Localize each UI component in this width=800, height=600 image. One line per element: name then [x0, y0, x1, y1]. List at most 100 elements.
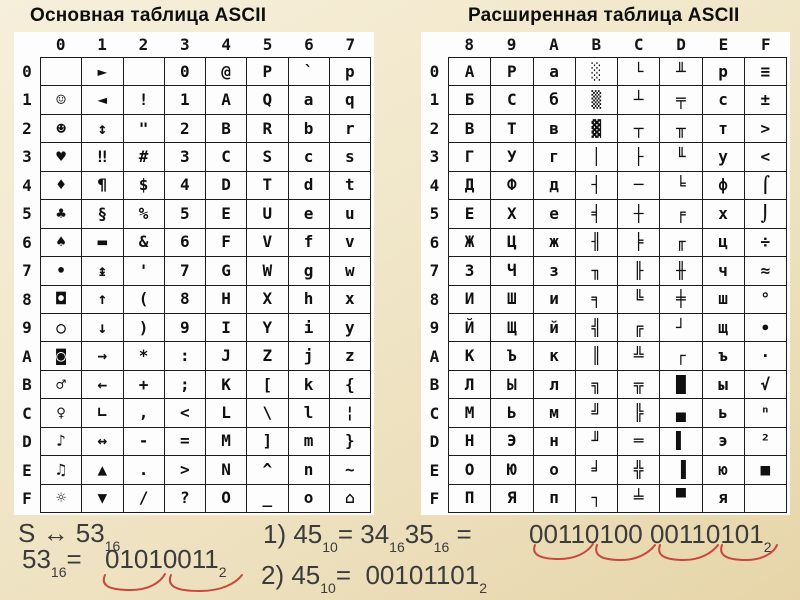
char-cell: ○ — [41, 313, 83, 343]
subscript: 10 — [322, 539, 338, 555]
formula-text: = 00101101 — [335, 560, 480, 590]
char-cell: З — [449, 257, 492, 286]
row-header: 6 — [22, 232, 32, 252]
char-cell: ▒ — [575, 86, 618, 115]
char-cell: i — [288, 313, 330, 343]
char-cell: █ — [660, 370, 703, 400]
char-cell: к — [533, 342, 576, 371]
char-cell: 9 — [164, 313, 206, 343]
char-cell: М — [449, 399, 492, 428]
column-header: 5 — [262, 35, 273, 54]
char-cell: ♫ — [41, 456, 83, 485]
subscript: 16 — [104, 538, 121, 554]
char-cell — [744, 484, 787, 513]
formula-text: S ↔ 53 — [18, 518, 105, 548]
formula-hex-label: 5316= — [22, 544, 89, 580]
char-cell: ∟ — [82, 399, 124, 428]
row-header: 9 — [22, 318, 32, 338]
char-cell: В — [449, 114, 492, 144]
char-cell: А — [449, 58, 492, 87]
char-cell: ╞ — [618, 228, 661, 258]
char-cell: ╗ — [575, 370, 618, 400]
char-cell: ↕ — [82, 114, 124, 144]
char-cell: И — [449, 285, 492, 314]
char-cell: ? — [164, 484, 206, 513]
char-cell: ♥ — [41, 143, 83, 172]
char-cell: A — [206, 86, 248, 115]
char-cell: з — [533, 257, 576, 286]
char-cell: ♪ — [41, 427, 83, 457]
char-cell: ² — [744, 427, 787, 457]
char-cell: ю — [702, 456, 745, 485]
char-cell: r — [329, 114, 371, 144]
row-header: A — [22, 346, 32, 366]
formula-example1-label: 1) 4510= 34163516 = — [263, 519, 472, 555]
char-cell: ▲ — [82, 456, 124, 485]
char-cell: ░ — [575, 58, 618, 87]
char-cell: т — [702, 114, 745, 144]
char-cell: ╡ — [575, 200, 618, 229]
char-cell: & — [123, 228, 165, 258]
row-header: 2 — [22, 118, 32, 138]
char-cell: c — [288, 143, 330, 172]
char-cell: 3 — [164, 143, 206, 172]
char-cell: ╪ — [660, 285, 703, 314]
char-cell: H — [206, 285, 248, 314]
char-cell: ≈ — [744, 257, 787, 286]
char-cell: L — [206, 399, 248, 428]
char-cell: ☺ — [41, 86, 83, 115]
char-cell: ╧ — [618, 484, 661, 513]
char-cell: z — [329, 342, 371, 371]
char-cell: ╤ — [660, 86, 703, 115]
char-cell: ╙ — [660, 143, 703, 172]
formula-text: = 34 — [337, 519, 390, 549]
char-cell: Г — [449, 143, 492, 172]
char-cell: { — [329, 370, 371, 400]
char-cell: ◙ — [41, 342, 83, 371]
column-header: E — [718, 35, 729, 54]
char-cell: x — [329, 285, 371, 314]
char-cell: Н — [449, 427, 492, 457]
row-header: 4 — [429, 175, 440, 195]
char-cell: о — [533, 456, 576, 485]
char-cell: % — [123, 200, 165, 229]
char-cell: ◘ — [41, 285, 83, 314]
char-cell: ¶ — [82, 171, 124, 201]
formula-text: 1) 45 — [263, 519, 323, 549]
char-cell: ' — [123, 257, 165, 286]
char-cell: Ч — [491, 257, 534, 286]
row-header: 0 — [429, 61, 440, 81]
char-cell: ц — [702, 228, 745, 258]
formula-hex-binary: 010100112 — [105, 544, 227, 580]
char-cell: - — [123, 427, 165, 457]
char-cell: ‼ — [82, 143, 124, 172]
char-cell: ↓ — [82, 313, 124, 343]
char-cell: Я — [491, 484, 534, 513]
char-cell: ╘ — [660, 171, 703, 201]
char-cell: K — [206, 370, 248, 400]
char-cell — [41, 58, 83, 87]
char-cell: . — [123, 456, 165, 485]
subscript: 16 — [433, 539, 450, 555]
column-header: 6 — [304, 35, 314, 54]
char-cell: ф — [702, 171, 745, 201]
char-cell: л — [533, 370, 576, 400]
char-cell: k — [288, 370, 330, 400]
char-cell: g — [288, 257, 330, 286]
char-cell: ▀ — [660, 484, 703, 513]
char-cell: M — [206, 427, 248, 457]
char-cell: Y — [247, 313, 289, 343]
char-cell: а — [533, 58, 576, 87]
char-cell: q — [329, 86, 371, 115]
char-cell: я — [702, 484, 745, 513]
char-cell: ┘ — [660, 313, 703, 343]
char-cell: Ы — [491, 370, 534, 400]
char-cell: j — [288, 342, 330, 371]
char-cell: ♣ — [41, 200, 83, 229]
char-cell: t — [329, 171, 371, 201]
char-cell: О — [449, 456, 492, 485]
char-cell: Х — [491, 200, 534, 229]
char-cell: ч — [702, 257, 745, 286]
